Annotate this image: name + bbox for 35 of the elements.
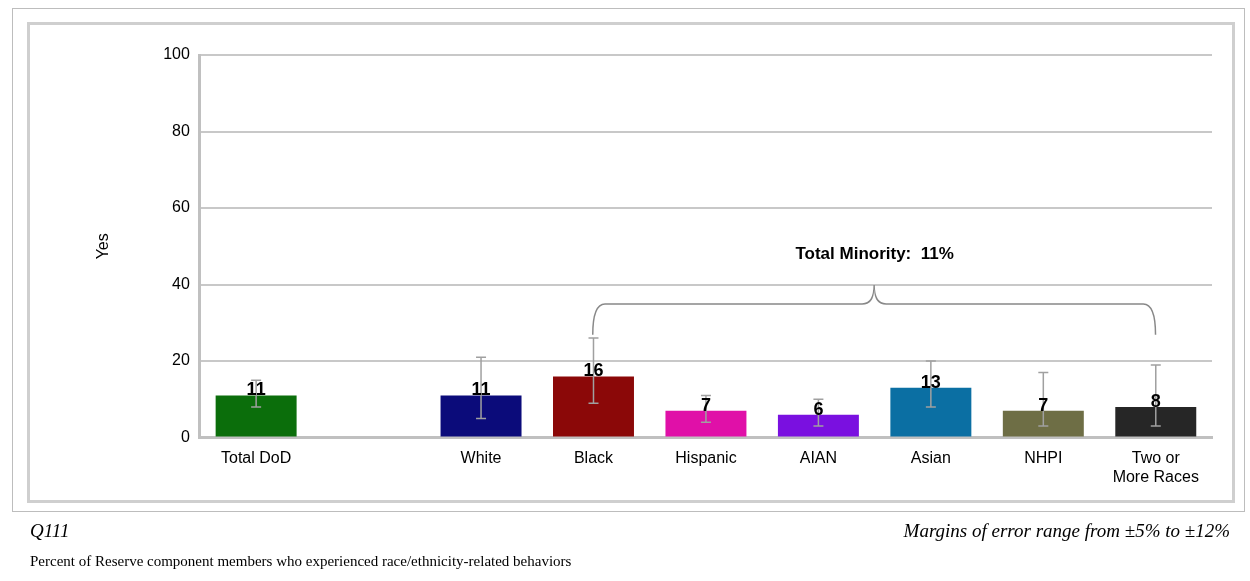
- bar: [215, 395, 297, 437]
- bar: [665, 410, 747, 437]
- x-tick-label: Total DoD: [221, 448, 292, 466]
- x-tick-label: Asian: [910, 448, 951, 466]
- bar: [1115, 406, 1197, 437]
- x-tick-label: Black: [573, 448, 615, 466]
- text: Q111: [30, 520, 70, 542]
- data-label: 6: [813, 398, 824, 419]
- data-label: 8: [1150, 390, 1161, 411]
- data-label: 13: [920, 371, 941, 392]
- data-label: 7: [700, 394, 711, 415]
- x-tick-label: Two or More Races: [1112, 448, 1199, 485]
- data-label: 11: [246, 379, 266, 400]
- bar: [890, 387, 972, 437]
- bar: [1002, 410, 1084, 437]
- bar: [777, 414, 859, 437]
- x-tick-label: Hispanic: [675, 448, 737, 466]
- y-tick-label: 0: [180, 428, 190, 446]
- y-tick-label: 40: [172, 274, 190, 292]
- y-tick-label: 60: [172, 198, 190, 216]
- data-label: 7: [1038, 394, 1049, 415]
- bar: [553, 376, 634, 437]
- y-tick-label: 80: [172, 121, 190, 139]
- x-tick-label: NHPI: [1024, 448, 1063, 466]
- bar: [440, 395, 522, 437]
- x-tick-label: AIAN: [799, 448, 838, 466]
- y-axis-title: Yes: [94, 233, 112, 260]
- data-label: 16: [583, 360, 604, 381]
- y-tick-label: 20: [172, 351, 190, 369]
- text: Percent of Reserve component members who experienced race/ethnicity-related behaviors: [30, 553, 572, 570]
- text: Margins of error range from ±5% to ±12%: [903, 520, 1230, 542]
- data-label: 11: [471, 379, 491, 400]
- x-tick-label: White: [460, 448, 502, 466]
- y-tick-label: 100: [163, 45, 190, 63]
- annotation: Total Minority: 11%: [795, 243, 954, 263]
